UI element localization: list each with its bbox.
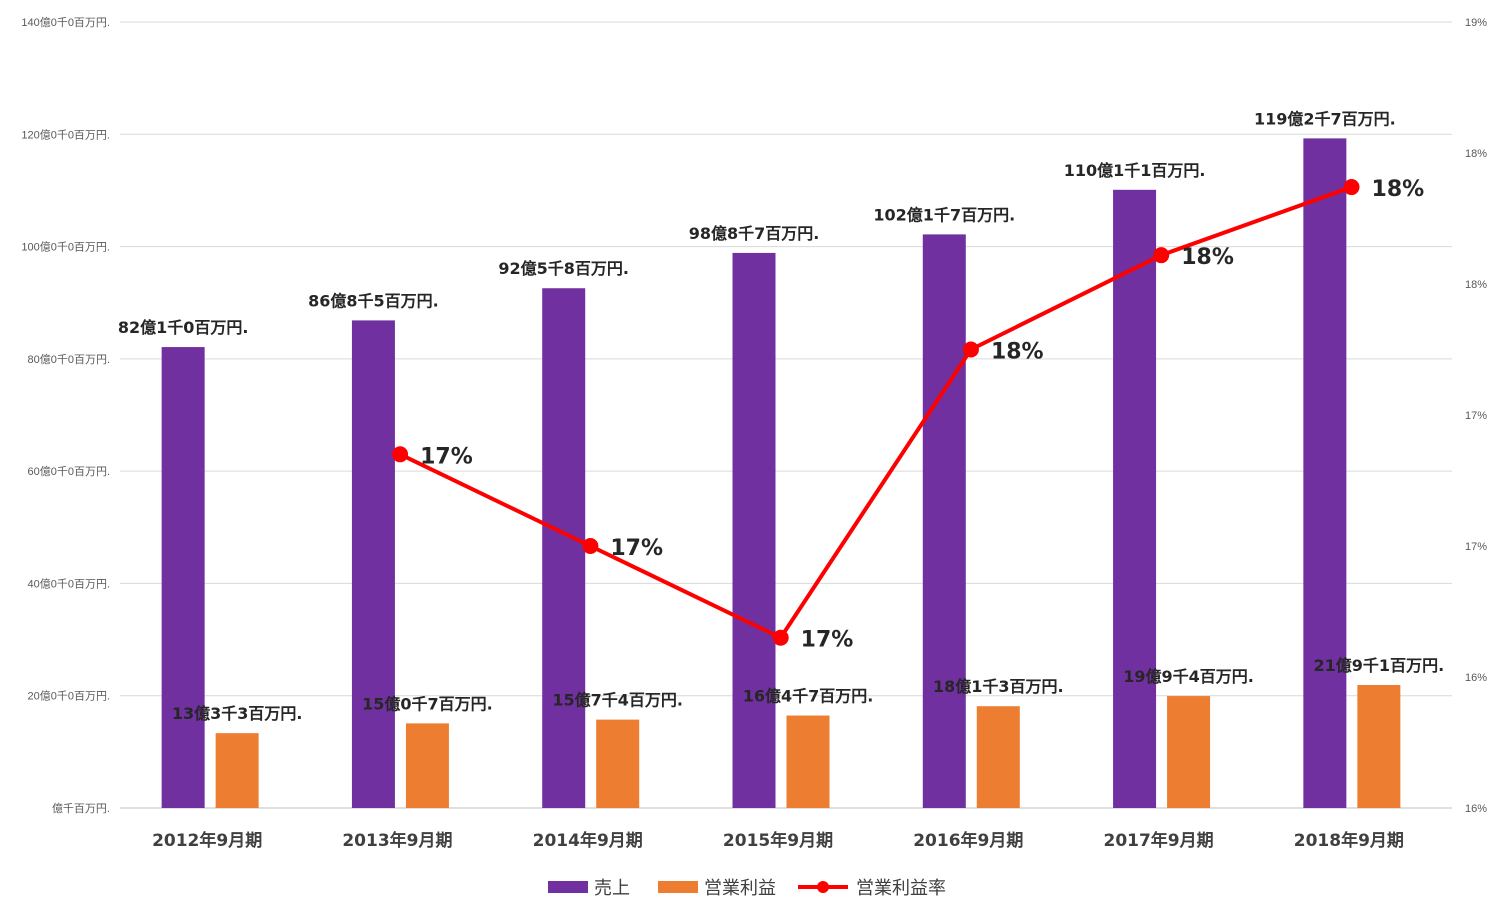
sales-bar bbox=[1303, 138, 1347, 808]
profit-data-label: 21億9千1百万円. bbox=[1314, 656, 1445, 675]
profit-bar bbox=[596, 719, 640, 808]
sales-bar bbox=[542, 288, 586, 808]
legend-label-rate: 営業利益率 bbox=[856, 878, 946, 899]
sales-bar bbox=[161, 347, 205, 808]
profit-bar bbox=[786, 715, 830, 808]
legend-swatch-profit bbox=[658, 881, 698, 893]
category-label: 2013年9月期 bbox=[342, 830, 452, 851]
profit-bar bbox=[976, 706, 1020, 808]
rate-marker bbox=[1153, 247, 1170, 264]
profit-data-label: 15億0千7百万円. bbox=[362, 694, 493, 713]
rate-marker bbox=[582, 538, 599, 554]
sales-bar bbox=[922, 234, 966, 808]
bars-layer bbox=[161, 138, 1401, 808]
legend-label-sales: 売上 bbox=[594, 878, 630, 899]
right-tick-label: 17% bbox=[1465, 410, 1487, 422]
rate-data-label: 18% bbox=[1181, 245, 1234, 270]
left-tick-label: 億千百万円. bbox=[52, 802, 110, 815]
right-tick-label: 16% bbox=[1465, 672, 1487, 684]
category-label: 2015年9月期 bbox=[723, 830, 833, 851]
sales-data-label: 92億5千8百万円. bbox=[498, 259, 629, 278]
rate-marker bbox=[772, 629, 789, 646]
rate-marker bbox=[1343, 179, 1360, 196]
right-tick-label: 18% bbox=[1465, 279, 1487, 291]
sales-bar bbox=[732, 252, 776, 808]
right-axis: 16% 16% 17% 17% 18% 18% 19% bbox=[1465, 17, 1487, 815]
right-tick-label: 16% bbox=[1465, 803, 1487, 815]
sales-data-label: 102億1千7百万円. bbox=[873, 205, 1015, 224]
left-tick-label: 80億0千0百万円. bbox=[27, 353, 110, 366]
left-tick-label: 120億0千0百万円. bbox=[21, 128, 110, 141]
category-label: 2016年9月期 bbox=[913, 830, 1023, 851]
left-tick-label: 40億0千0百万円. bbox=[27, 577, 110, 590]
profit-bar bbox=[1357, 684, 1401, 808]
profit-bar bbox=[215, 733, 259, 808]
legend-label-profit: 営業利益 bbox=[704, 878, 776, 899]
rate-data-label: 18% bbox=[991, 340, 1044, 365]
profit-bar bbox=[1167, 696, 1211, 808]
legend-marker-rate bbox=[817, 881, 829, 893]
sales-bar bbox=[351, 320, 395, 808]
right-tick-label: 19% bbox=[1465, 17, 1487, 29]
rate-marker bbox=[962, 341, 979, 358]
right-tick-label: 17% bbox=[1465, 541, 1487, 553]
category-axis: 2012年9月期 2013年9月期 2014年9月期 2015年9月期 2016年9月期… bbox=[152, 830, 1404, 851]
data-labels-layer: 82億1千0百万円. 13億3千3百万円. 86億8千5百万円. 15億0千7百万円.… bbox=[118, 109, 1444, 723]
left-tick-label: 20億0千0百万円. bbox=[27, 690, 110, 703]
rate-data-label: 18% bbox=[1372, 177, 1425, 202]
sales-data-label: 119億2千7百万円. bbox=[1254, 109, 1396, 128]
legend: 売上 営業利益 営業利益率 bbox=[548, 878, 946, 899]
right-tick-label: 18% bbox=[1465, 148, 1487, 160]
rate-data-label: 17% bbox=[420, 444, 473, 469]
profit-data-label: 16億4千7百万円. bbox=[743, 687, 874, 706]
grid-layer bbox=[120, 21, 1452, 809]
profit-bar bbox=[405, 723, 449, 808]
sales-data-label: 82億1千0百万円. bbox=[118, 318, 249, 337]
profit-data-label: 13億3千3百万円. bbox=[172, 704, 303, 723]
sales-data-label: 86億8千5百万円. bbox=[308, 291, 439, 310]
rate-marker bbox=[392, 446, 409, 463]
rate-data-label: 17% bbox=[610, 536, 663, 561]
category-label: 2014年9月期 bbox=[533, 830, 643, 851]
legend-swatch-sales bbox=[548, 881, 588, 893]
left-tick-label: 60億0千0百万円. bbox=[27, 465, 110, 478]
sales-data-label: 110億1千1百万円. bbox=[1064, 161, 1206, 180]
profit-data-label: 15億7千4百万円. bbox=[552, 691, 683, 710]
category-label: 2012年9月期 bbox=[152, 830, 262, 851]
left-axis: 億千百万円. 20億0千0百万円. 40億0千0百万円. 60億0千0百万円. 80億0… bbox=[21, 16, 110, 815]
category-label: 2018年9月期 bbox=[1294, 830, 1404, 851]
left-tick-label: 100億0千0百万円. bbox=[21, 241, 110, 254]
rate-data-label: 17% bbox=[801, 628, 854, 653]
profit-data-label: 18億1千3百万円. bbox=[933, 677, 1064, 696]
left-tick-label: 140億0千0百万円. bbox=[21, 16, 110, 29]
category-label: 2017年9月期 bbox=[1103, 830, 1213, 851]
sales-bar bbox=[1113, 189, 1157, 808]
rate-line bbox=[399, 185, 1353, 640]
profit-data-label: 19億9千4百万円. bbox=[1123, 667, 1254, 686]
rate-line-layer bbox=[392, 179, 1360, 646]
sales-data-label: 98億8千7百万円. bbox=[689, 224, 820, 243]
